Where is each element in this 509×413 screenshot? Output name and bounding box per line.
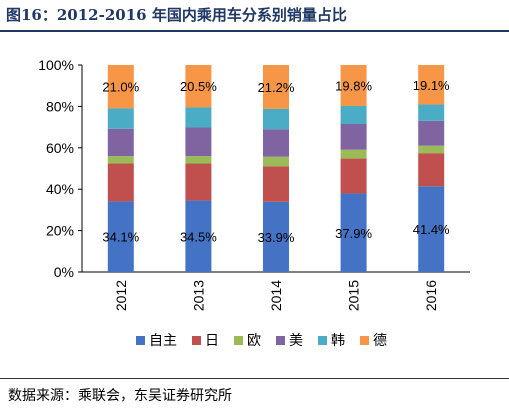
bar-segment xyxy=(263,201,289,272)
bar-segment xyxy=(107,65,134,109)
bar-segment xyxy=(340,65,367,106)
bar-segment xyxy=(107,201,134,272)
bar-segment xyxy=(418,153,445,187)
legend-swatch xyxy=(192,336,201,345)
data-label-top: 21.2% xyxy=(258,80,295,95)
x-tick-label: 2015 xyxy=(346,280,362,311)
y-tick-label: 20% xyxy=(46,223,74,239)
x-tick-label: 2016 xyxy=(423,280,439,311)
bar-segment xyxy=(418,65,445,105)
bar-segment xyxy=(263,166,289,202)
legend-label: 欧 xyxy=(247,333,261,349)
bar-segment xyxy=(107,108,134,129)
data-label-bottom: 34.5% xyxy=(180,229,217,244)
bar-segment xyxy=(418,120,445,146)
y-tick-label: 60% xyxy=(46,140,74,156)
bar-segment xyxy=(340,123,367,150)
bar-segment xyxy=(107,156,134,164)
data-label-top: 19.8% xyxy=(335,78,372,93)
data-label-bottom: 41.4% xyxy=(413,222,450,237)
title-rule xyxy=(0,30,509,32)
y-tick-label: 40% xyxy=(46,181,74,197)
bar-segment xyxy=(185,200,212,272)
x-tick-label: 2014 xyxy=(268,280,284,311)
bar-segment xyxy=(263,156,289,167)
bar-segment xyxy=(340,149,367,159)
bar-segment xyxy=(185,65,212,108)
data-label-top: 21.0% xyxy=(102,80,139,95)
legend-label: 自主 xyxy=(149,333,177,349)
y-tick-label: 80% xyxy=(46,98,74,114)
legend-swatch xyxy=(234,336,243,345)
chart-title: 图16：2012-2016 年国内乘用车分系别销量占比 xyxy=(6,6,347,24)
bar-segment xyxy=(340,193,367,272)
data-label-top: 19.1% xyxy=(413,78,450,93)
legend-label: 德 xyxy=(373,333,387,349)
legend-label: 日 xyxy=(205,333,219,349)
bar-segment xyxy=(418,145,445,154)
bar-segment xyxy=(263,65,289,109)
bar-segment xyxy=(185,127,212,157)
bar-segment xyxy=(263,129,289,157)
bar-segment xyxy=(418,186,445,272)
bar-segment xyxy=(185,107,212,128)
bar-segment xyxy=(107,128,134,157)
y-tick-label: 100% xyxy=(38,57,74,73)
data-label-bottom: 37.9% xyxy=(335,226,372,241)
data-label-bottom: 34.1% xyxy=(102,230,139,245)
legend-label: 美 xyxy=(289,333,303,349)
data-label-top: 20.5% xyxy=(180,79,217,94)
legend-swatch xyxy=(318,336,327,345)
legend-swatch xyxy=(276,336,285,345)
bar-segment xyxy=(185,156,212,164)
bar-segment xyxy=(107,163,134,202)
bar-segment xyxy=(418,104,445,121)
data-source: 数据来源：乘联会，东吴证券研究所 xyxy=(8,388,232,404)
data-label-bottom: 33.9% xyxy=(258,230,295,245)
stacked-bar-chart: 0% 20% 40% 60% 80% 100% 2012 34.1% 21.0% 2013 34.5… xyxy=(38,57,470,349)
legend-swatch xyxy=(360,336,369,345)
bar-segment xyxy=(263,108,289,130)
x-tick-label: 2013 xyxy=(190,280,206,311)
source-rule xyxy=(0,378,509,379)
bar-segment xyxy=(340,158,367,194)
bar-segment xyxy=(185,163,212,201)
x-tick-label: 2012 xyxy=(113,280,129,311)
bar-segment xyxy=(340,105,367,124)
legend-swatch xyxy=(136,336,145,345)
y-tick-label: 0% xyxy=(54,264,74,280)
legend-label: 韩 xyxy=(331,333,345,349)
